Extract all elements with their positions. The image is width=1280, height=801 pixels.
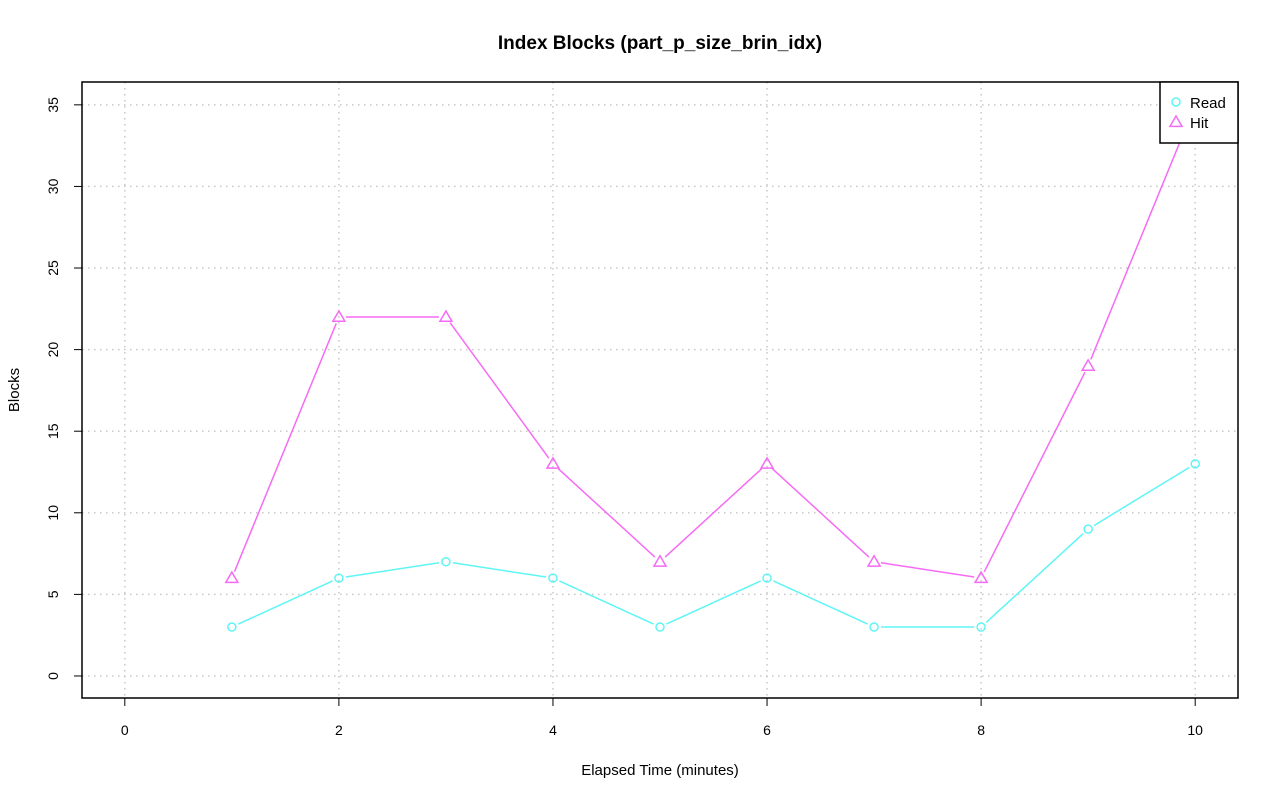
series-read xyxy=(227,459,1200,632)
y-axis: 0 5 10 15 20 25 30 35 xyxy=(45,97,82,680)
legend-label-read: Read xyxy=(1190,95,1226,112)
y-tick-label: 0 xyxy=(45,672,61,680)
data-point-hit xyxy=(331,309,347,323)
data-point-read xyxy=(655,622,665,632)
series-line-segment xyxy=(983,371,1086,573)
series-line-segment xyxy=(664,468,763,558)
legend-marker-hit xyxy=(1168,114,1184,128)
data-point-hit xyxy=(1080,358,1096,372)
series-line-segment xyxy=(237,580,333,625)
data-point-hit xyxy=(224,570,240,584)
y-tick-label: 5 xyxy=(45,590,61,598)
series-line-segment xyxy=(985,533,1084,623)
series-layer xyxy=(224,97,1203,632)
x-tick-label: 2 xyxy=(335,722,343,738)
data-point-hit xyxy=(866,554,882,567)
y-tick-label: 15 xyxy=(45,423,61,439)
y-tick-label: 30 xyxy=(45,178,61,194)
data-point-read xyxy=(1083,524,1093,534)
series-line-segment xyxy=(771,468,870,558)
x-axis-label: Elapsed Time (minutes) xyxy=(581,762,739,779)
legend: Read Hit xyxy=(1159,81,1239,144)
x-tick-label: 0 xyxy=(121,722,129,738)
legend-label-hit: Hit xyxy=(1190,115,1209,132)
data-point-read xyxy=(762,573,772,583)
data-point-hit xyxy=(759,456,775,469)
data-point-read xyxy=(548,573,558,583)
data-point-read xyxy=(1190,459,1200,469)
data-point-hit xyxy=(652,554,668,567)
data-point-hit xyxy=(545,456,561,469)
series-line-segment xyxy=(773,580,869,625)
y-tick-label: 10 xyxy=(45,505,61,521)
series-line-segment xyxy=(1093,466,1190,527)
y-tick-label: 35 xyxy=(45,97,61,113)
series-line-segment xyxy=(1090,111,1194,360)
data-point-read xyxy=(334,573,344,583)
series-line-segment xyxy=(233,323,337,572)
x-tick-label: 10 xyxy=(1187,722,1203,738)
x-tick-label: 6 xyxy=(763,722,771,738)
series-hit xyxy=(224,97,1203,584)
y-tick-label: 20 xyxy=(45,342,61,358)
grid-lines xyxy=(82,82,1238,698)
y-axis-label: Blocks xyxy=(6,368,23,412)
data-point-read xyxy=(441,556,451,567)
series-line-segment xyxy=(666,580,761,625)
legend-marker-read xyxy=(1171,97,1181,107)
series-line-segment xyxy=(345,562,440,578)
series-line-segment xyxy=(557,468,656,558)
series-line-segment xyxy=(452,562,547,578)
plot-frame xyxy=(81,81,1239,699)
chart-title: Index Blocks (part_p_size_brin_idx) xyxy=(498,33,822,54)
data-point-read xyxy=(227,622,237,632)
data-point-read xyxy=(869,622,879,632)
data-point-read xyxy=(976,622,986,632)
x-tick-label: 8 xyxy=(977,722,985,738)
x-axis: 0 2 4 6 8 10 xyxy=(121,698,1203,738)
legend-box xyxy=(1159,81,1239,144)
series-line-segment xyxy=(880,562,975,578)
data-point-hit xyxy=(973,570,989,584)
data-point-hit xyxy=(438,309,454,323)
series-line-segment xyxy=(449,322,550,459)
y-tick-label: 25 xyxy=(45,260,61,276)
series-line-segment xyxy=(559,580,654,625)
x-tick-label: 4 xyxy=(549,722,557,738)
